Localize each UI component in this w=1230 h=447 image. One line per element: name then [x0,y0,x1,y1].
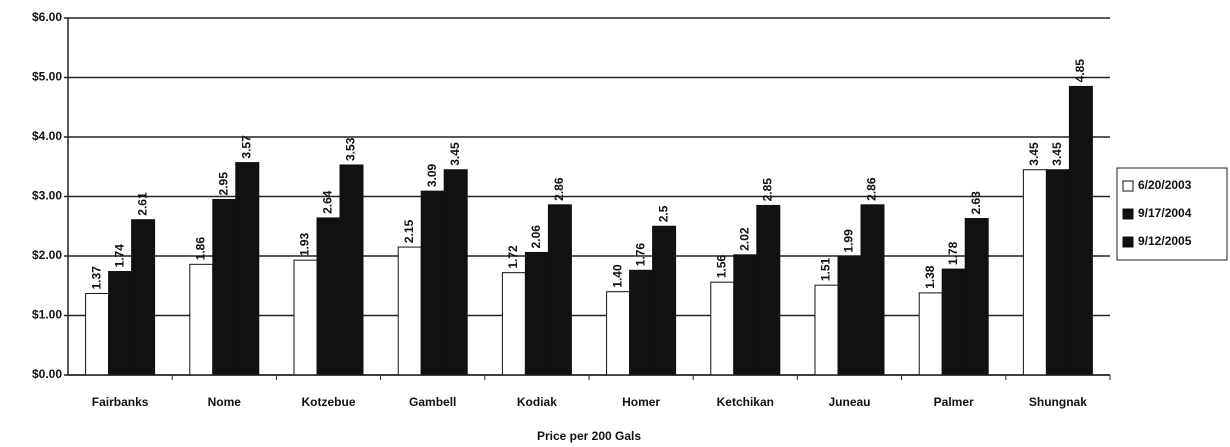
y-tick-label: $0.00 [32,367,62,381]
value-label: 3.57 [239,135,253,159]
value-label: 1.99 [842,229,856,253]
legend-swatch [1122,180,1134,192]
value-label: 2.64 [321,190,335,214]
value-label: 1.37 [89,266,103,290]
bar [606,291,631,376]
bar [212,198,237,376]
bar [860,204,885,376]
value-label: 1.51 [819,257,833,281]
x-tick-label: Ketchikan [717,395,774,409]
y-tick-label: $2.00 [32,248,62,262]
value-label: 2.02 [737,227,751,251]
value-label: 1.78 [946,241,960,265]
bar [814,284,839,376]
value-label: 3.45 [448,142,462,166]
value-label: 2.86 [552,177,566,201]
legend-swatch [1122,236,1134,248]
value-label: 1.38 [923,265,937,289]
legend-swatch [1122,208,1134,220]
bar [547,204,572,376]
value-label: 3.45 [1027,142,1041,166]
y-tick-label: $6.00 [32,10,62,24]
bar [443,169,468,376]
value-label: 1.76 [633,243,647,267]
bar [316,217,341,376]
value-label: 1.93 [298,232,312,256]
legend-label: 9/12/2005 [1138,234,1192,248]
value-label: 3.09 [425,163,439,187]
x-tick-label: Fairbanks [92,395,149,409]
bar [339,164,364,376]
y-tick-label: $5.00 [32,70,62,84]
y-tick-label: $3.00 [32,189,62,203]
bar [189,263,214,376]
value-label: 2.06 [529,225,543,249]
bar [235,162,260,376]
value-label: 3.45 [1050,142,1064,166]
value-label: 1.86 [193,237,207,261]
bar [1022,169,1047,376]
y-tick-label: $1.00 [32,308,62,322]
x-tick-label: Juneau [828,395,870,409]
value-label: 2.95 [216,172,230,196]
y-tick-label: $4.00 [32,129,62,143]
bar [501,272,526,376]
bar [397,246,422,376]
value-label: 2.86 [865,177,879,201]
value-label: 1.72 [506,245,520,269]
legend-label: 9/17/2004 [1138,206,1192,220]
x-tick-label: Gambell [409,395,456,409]
bar [293,259,318,376]
value-label: 2.5 [656,205,670,222]
bar [964,218,989,376]
bar [756,204,781,376]
bar [652,225,677,376]
bar [420,190,445,376]
bar [85,292,110,376]
bar [918,292,943,376]
x-tick-label: Homer [622,395,660,409]
bar [733,254,758,376]
value-label: 4.85 [1073,59,1087,83]
bar [1045,169,1070,376]
bar [710,281,735,376]
bar [524,251,549,376]
value-label: 2.85 [760,178,774,202]
value-label: 3.53 [344,137,358,161]
value-label: 1.74 [112,244,126,268]
x-tick-label: Nome [208,395,242,409]
x-tick-label: Palmer [934,395,974,409]
value-label: 1.40 [610,264,624,288]
legend-box [1116,167,1228,261]
value-label: 2.15 [402,219,416,243]
x-tick-label: Kotzebue [302,395,356,409]
bar [837,256,862,376]
legend-label: 6/20/2003 [1138,178,1192,192]
value-label: 1.56 [714,254,728,278]
bar [108,270,133,376]
value-label: 2.61 [135,192,149,216]
bar [1068,85,1093,376]
x-axis-title: Price per 200 Gals [537,429,641,443]
bar [629,269,654,376]
value-label: 2.63 [969,191,983,215]
x-tick-label: Kodiak [517,395,557,409]
bar [941,268,966,376]
x-tick-label: Shungnak [1029,395,1087,409]
bar [131,219,156,376]
